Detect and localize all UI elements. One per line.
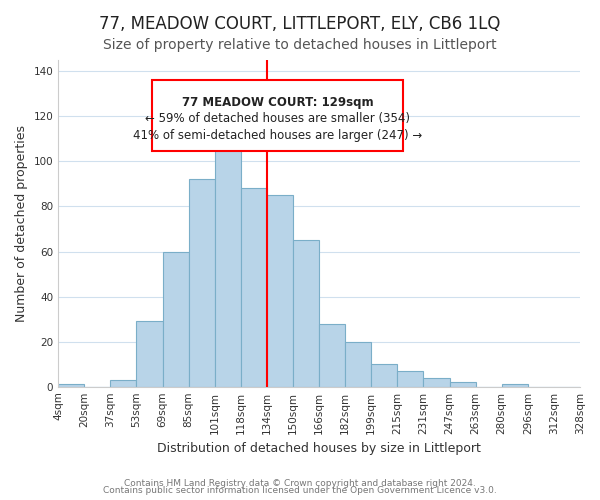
Text: 41% of semi-detached houses are larger (247) →: 41% of semi-detached houses are larger (… <box>133 128 422 141</box>
Y-axis label: Number of detached properties: Number of detached properties <box>15 125 28 322</box>
Bar <box>241 188 267 386</box>
Bar <box>267 195 293 386</box>
Bar <box>215 141 241 386</box>
Bar <box>188 180 215 386</box>
Bar <box>397 371 424 386</box>
Bar <box>110 380 136 386</box>
Bar <box>319 324 345 386</box>
Text: Size of property relative to detached houses in Littleport: Size of property relative to detached ho… <box>103 38 497 52</box>
Bar <box>345 342 371 386</box>
Bar <box>293 240 319 386</box>
Bar <box>502 384 528 386</box>
Bar <box>136 322 163 386</box>
Bar <box>449 382 476 386</box>
Text: ← 59% of detached houses are smaller (354): ← 59% of detached houses are smaller (35… <box>145 112 410 126</box>
FancyBboxPatch shape <box>152 80 403 152</box>
Bar <box>58 384 84 386</box>
Text: 77, MEADOW COURT, LITTLEPORT, ELY, CB6 1LQ: 77, MEADOW COURT, LITTLEPORT, ELY, CB6 1… <box>100 15 500 33</box>
Bar <box>424 378 449 386</box>
Bar <box>371 364 397 386</box>
Bar <box>163 252 188 386</box>
Text: 77 MEADOW COURT: 129sqm: 77 MEADOW COURT: 129sqm <box>182 96 373 109</box>
X-axis label: Distribution of detached houses by size in Littleport: Distribution of detached houses by size … <box>157 442 481 455</box>
Text: Contains HM Land Registry data © Crown copyright and database right 2024.: Contains HM Land Registry data © Crown c… <box>124 478 476 488</box>
Text: Contains public sector information licensed under the Open Government Licence v3: Contains public sector information licen… <box>103 486 497 495</box>
